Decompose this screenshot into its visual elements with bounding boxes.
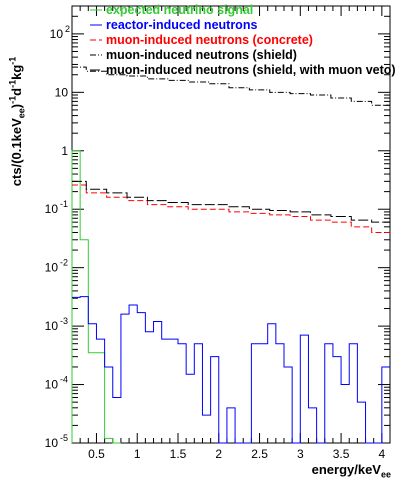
y-axis-label-mid1: ) bbox=[8, 103, 24, 109]
y-tick-label: 10 bbox=[55, 85, 69, 99]
y-tick-label: 10 bbox=[45, 319, 59, 333]
x-tick-label: 3.5 bbox=[333, 447, 350, 461]
series-line bbox=[72, 296, 390, 444]
series-line bbox=[72, 66, 390, 106]
y-axis-label-sub: ee bbox=[16, 108, 27, 119]
x-tick-label: 3 bbox=[297, 447, 304, 461]
y-axis-label-mid3: kg bbox=[8, 64, 24, 80]
y-tick-exponent: -5 bbox=[60, 433, 68, 443]
y-tick-exponent: -1 bbox=[60, 199, 68, 209]
x-axis-label: energy/keV bbox=[311, 462, 381, 477]
y-axis-label-mid2: d bbox=[8, 87, 24, 96]
x-axis-title: energy/keVee bbox=[312, 462, 391, 480]
x-tick-label: 2.5 bbox=[251, 447, 268, 461]
y-tick-label: 10 bbox=[45, 261, 59, 275]
y-tick-label: 10 bbox=[45, 202, 59, 216]
x-axis-label-sub: ee bbox=[380, 469, 391, 480]
y-tick-label: 1 bbox=[61, 144, 68, 158]
legend-label: reactor-induced neutrons bbox=[106, 18, 257, 32]
legend-label: expected neutrino signal bbox=[106, 3, 253, 17]
legend-label: muon-induced neutrons (shield) bbox=[106, 48, 297, 62]
legend-label: muon-induced neutrons (concrete) bbox=[106, 33, 313, 47]
y-axis-title: cts/(0.1keVee)-1d-1kg-1 bbox=[8, 16, 27, 226]
series-line bbox=[72, 180, 390, 223]
y-axis-label-sup2: -1 bbox=[7, 79, 18, 88]
series-line bbox=[71, 150, 121, 444]
x-tick-label: 4 bbox=[379, 447, 386, 461]
y-tick-exponent: 2 bbox=[65, 24, 70, 34]
series-line bbox=[72, 184, 390, 233]
x-tick-label: 2 bbox=[215, 447, 222, 461]
y-axis-label-prefix: cts/(0.1keV bbox=[8, 118, 24, 187]
legend-label: muon-induced neutrons (shield, with muon… bbox=[106, 63, 396, 77]
x-tick-label: 1.5 bbox=[170, 447, 187, 461]
y-axis-label-sup3: -1 bbox=[7, 56, 18, 65]
y-tick-label: 10 bbox=[50, 27, 64, 41]
x-tick-label: 1 bbox=[134, 447, 141, 461]
y-tick-exponent: -2 bbox=[60, 258, 68, 268]
y-tick-label: 10 bbox=[45, 436, 59, 450]
y-tick-exponent: -4 bbox=[60, 375, 68, 385]
x-tick-label: 0.5 bbox=[88, 447, 105, 461]
y-axis-label-sup1: -1 bbox=[7, 95, 18, 104]
y-tick-label: 10 bbox=[45, 378, 59, 392]
y-tick-exponent: -3 bbox=[60, 316, 68, 326]
